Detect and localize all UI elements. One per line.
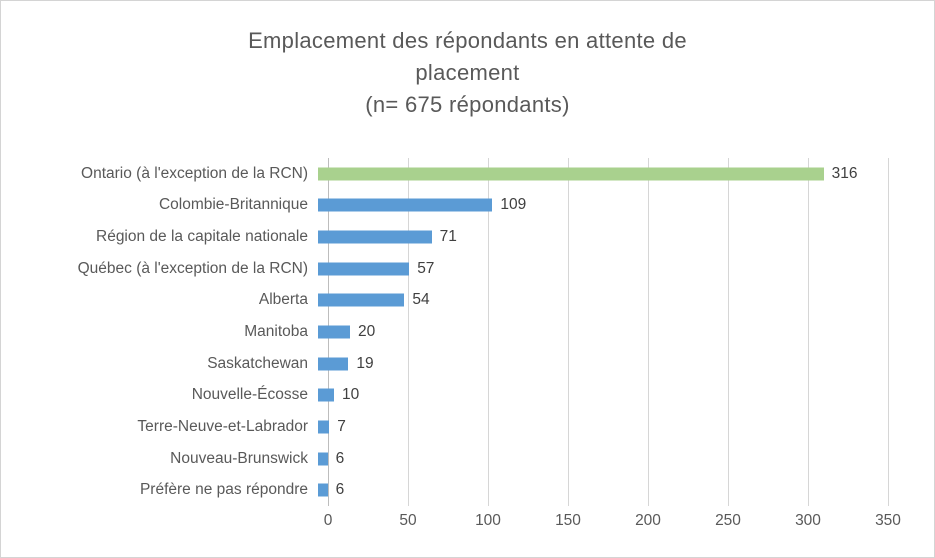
chart-title: Emplacement des répondants en attente de… <box>1 25 934 121</box>
category-label: Nouveau-Brunswick <box>170 449 308 467</box>
gridline <box>648 158 649 506</box>
gridline <box>808 158 809 506</box>
bar-area: 54 <box>318 285 878 317</box>
value-label: 6 <box>335 449 345 467</box>
x-axis-tick: 250 <box>715 512 741 529</box>
bar <box>318 420 330 434</box>
value-label: 6 <box>335 481 345 499</box>
table-row: Préfère ne pas répondre 6 <box>1 474 901 506</box>
gridline <box>488 158 489 506</box>
bar <box>318 483 328 497</box>
table-row: Colombie-Britannique 109 <box>1 190 901 222</box>
x-axis-tick: 200 <box>635 512 661 529</box>
bar-area: 57 <box>318 253 878 285</box>
value-label: 19 <box>356 354 374 372</box>
table-row: Québec (à l'exception de la RCN) 57 <box>1 253 901 285</box>
value-label: 57 <box>417 259 435 277</box>
table-row: Terre-Neuve-et-Labrador 7 <box>1 411 901 443</box>
category-label: Ontario (à l'exception de la RCN) <box>81 164 308 182</box>
x-axis-tick: 0 <box>323 512 333 529</box>
table-row: Alberta 54 <box>1 285 901 317</box>
chart-subtitle: (n= 675 répondants) <box>365 91 570 117</box>
category-label: Alberta <box>258 291 308 309</box>
value-label: 109 <box>500 196 527 214</box>
bar-rows: Ontario (à l'exception de la RCN) 316 Colo… <box>1 158 901 506</box>
value-label: 316 <box>831 164 858 182</box>
category-label: Colombie-Britannique <box>158 196 308 214</box>
chart-title-line-2: placement <box>415 59 520 85</box>
table-row: Manitoba 20 <box>1 316 901 348</box>
bar <box>318 325 350 339</box>
bar <box>318 357 349 371</box>
x-axis-tick: 350 <box>875 512 901 529</box>
category-label: Préfère ne pas répondre <box>139 481 308 499</box>
value-label: 71 <box>439 228 457 246</box>
category-label: Nouvelle-Écosse <box>191 386 308 404</box>
bar-area: 20 <box>318 316 878 348</box>
bar-area: 7 <box>318 411 878 443</box>
bar <box>318 167 824 181</box>
table-row: Ontario (à l'exception de la RCN) 316 <box>1 158 901 190</box>
category-label: Terre-Neuve-et-Labrador <box>137 417 308 435</box>
category-label: Manitoba <box>244 323 308 341</box>
table-row: Nouvelle-Écosse 10 <box>1 379 901 411</box>
table-row: Nouveau-Brunswick 6 <box>1 443 901 475</box>
value-label: 10 <box>342 386 360 404</box>
bar <box>318 198 493 212</box>
table-row: Saskatchewan 19 <box>1 348 901 380</box>
bar <box>318 388 334 402</box>
category-label: Québec (à l'exception de la RCN) <box>77 259 308 277</box>
bar <box>318 293 405 307</box>
chart-title-line-1: Emplacement des répondants en attente de <box>248 28 687 53</box>
bar-area: 71 <box>318 221 878 253</box>
category-label: Saskatchewan <box>207 354 308 372</box>
value-label: 20 <box>358 323 376 341</box>
gridline <box>408 158 409 506</box>
bar <box>318 452 328 466</box>
x-axis: 0 50 100 150 200 250 300 350 <box>324 512 901 536</box>
bar-area: 10 <box>318 379 878 411</box>
x-axis-tick: 50 <box>399 512 417 529</box>
gridline <box>728 158 729 506</box>
bar-area: 109 <box>318 190 878 222</box>
x-axis-tick: 150 <box>555 512 581 529</box>
bar-area: 19 <box>318 348 878 380</box>
value-label: 54 <box>412 291 430 309</box>
x-axis-tick: 300 <box>795 512 821 529</box>
category-label: Région de la capitale nationale <box>96 228 308 246</box>
bar-area: 316 <box>318 158 878 190</box>
value-label: 7 <box>337 417 346 435</box>
bar-area: 6 <box>318 443 878 475</box>
bar-area: 6 <box>318 474 878 506</box>
bar <box>318 262 410 276</box>
gridline <box>568 158 569 506</box>
gridline <box>888 158 889 506</box>
table-row: Région de la capitale nationale 71 <box>1 221 901 253</box>
bar <box>318 230 432 244</box>
x-axis-tick: 100 <box>475 512 501 529</box>
